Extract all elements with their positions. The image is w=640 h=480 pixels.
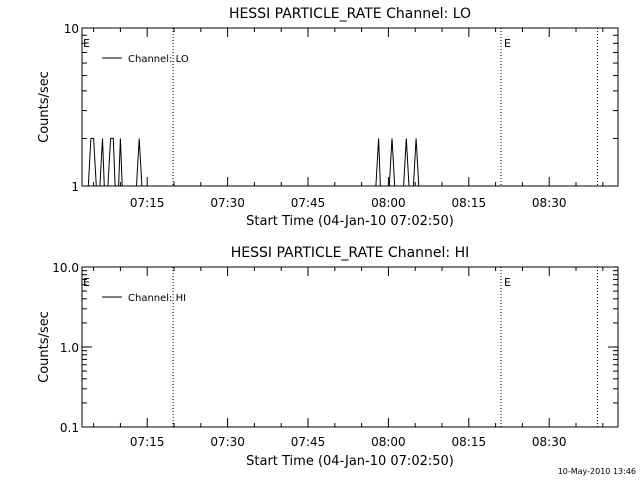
y-axis-label: Counts/sec <box>37 71 52 143</box>
footer-timestamp: 10-May-2010 13:46 <box>558 467 636 476</box>
x-tick-label: 08:30 <box>532 196 567 210</box>
plot-frame <box>81 266 619 428</box>
hi-channel-panel: HESSI PARTICLE_RATE Channel: HI 07:15 07:3… <box>37 245 619 469</box>
x-tick-label: 08:15 <box>452 196 487 210</box>
event-marker-label: E <box>504 37 511 50</box>
y-tick-label: 10.0 <box>52 261 79 275</box>
y-tick-label: 10 <box>64 22 79 36</box>
start-marker-label: E <box>83 37 90 50</box>
legend-entry: Channel: HI <box>128 293 186 304</box>
x-tick-label: 07:30 <box>210 435 245 449</box>
x-tick-label: 07:15 <box>130 196 165 210</box>
x-tick-label: 08:15 <box>452 435 487 449</box>
legend-entry: Channel: LO <box>128 54 189 65</box>
x-tick-label: 08:00 <box>371 196 406 210</box>
chart-title: HESSI PARTICLE_RATE Channel: HI <box>231 245 469 261</box>
x-tick-label: 07:45 <box>291 196 326 210</box>
event-marker-label: E <box>504 276 511 289</box>
y-axis-label: Counts/sec <box>37 311 52 383</box>
chart-title: HESSI PARTICLE_RATE Channel: LO <box>229 6 471 22</box>
x-tick-label: 07:30 <box>210 196 245 210</box>
lo-channel-panel: HESSI PARTICLE_RATE Channel: LO 07:15 07:3… <box>37 6 619 229</box>
plot-frame <box>81 27 619 187</box>
y-tick-label: 0.1 <box>60 421 79 435</box>
x-tick-label: 07:45 <box>291 435 326 449</box>
y-tick-label: 1.0 <box>60 341 79 355</box>
x-tick-label: 08:30 <box>532 435 567 449</box>
start-marker-label: E <box>83 276 90 289</box>
series-line <box>87 137 420 187</box>
y-tick-label: 1 <box>71 180 79 194</box>
x-axis-label: Start Time (04-Jan-10 07:02:50) <box>246 214 454 229</box>
x-axis-label: Start Time (04-Jan-10 07:02:50) <box>246 454 454 469</box>
x-tick-label: 07:15 <box>130 435 165 449</box>
x-tick-label: 08:00 <box>371 435 406 449</box>
